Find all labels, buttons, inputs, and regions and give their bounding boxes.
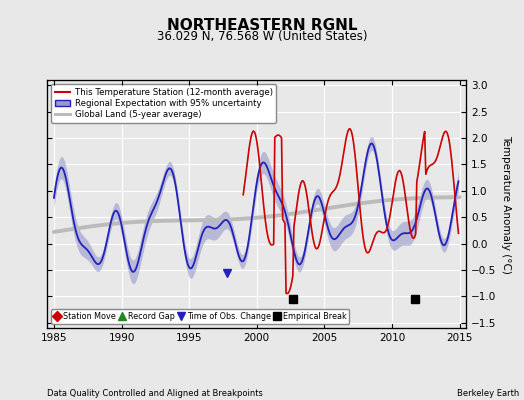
- Text: NORTHEASTERN RGNL: NORTHEASTERN RGNL: [167, 18, 357, 33]
- Text: Berkeley Earth: Berkeley Earth: [456, 389, 519, 398]
- Text: 36.029 N, 76.568 W (United States): 36.029 N, 76.568 W (United States): [157, 30, 367, 43]
- Text: Data Quality Controlled and Aligned at Breakpoints: Data Quality Controlled and Aligned at B…: [47, 389, 263, 398]
- Legend: Station Move, Record Gap, Time of Obs. Change, Empirical Break: Station Move, Record Gap, Time of Obs. C…: [51, 309, 350, 324]
- Y-axis label: Temperature Anomaly (°C): Temperature Anomaly (°C): [501, 134, 511, 274]
